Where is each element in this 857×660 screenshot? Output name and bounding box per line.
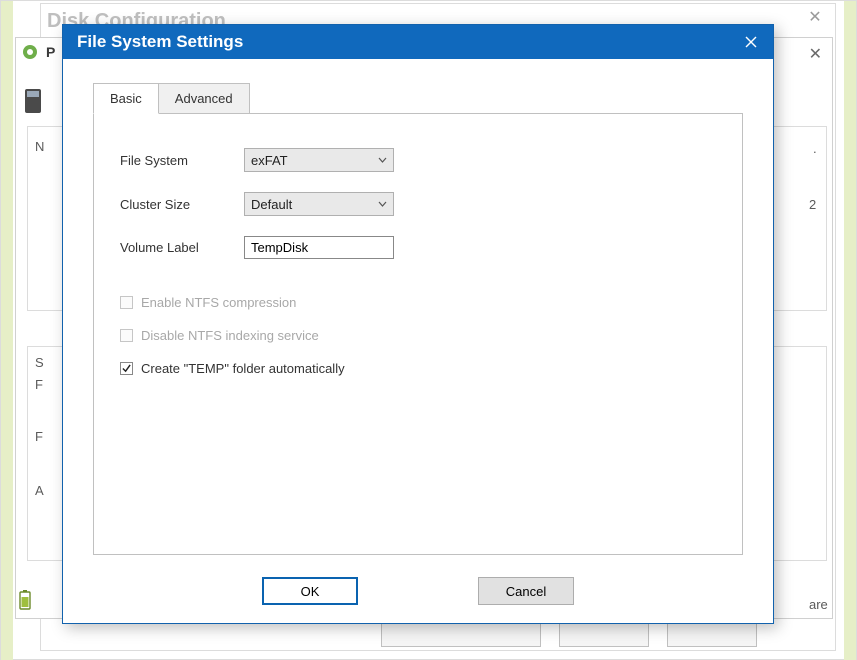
tab-label: Advanced: [175, 91, 233, 106]
bg-letter: F: [35, 377, 43, 392]
bg-letter: S: [35, 355, 44, 370]
dialog-close-button[interactable]: [741, 32, 761, 52]
disk-icon: [23, 87, 43, 115]
tab-panel-basic: File System exFAT Cluster Size Default V…: [93, 113, 743, 555]
dialog-titlebar: File System Settings: [63, 25, 773, 59]
chevron-down-icon: [378, 157, 387, 163]
cluster-size-row: Cluster Size Default: [120, 192, 716, 216]
bg-text: .: [813, 141, 817, 156]
file-system-value: exFAT: [251, 153, 288, 168]
checkbox-label: Enable NTFS compression: [141, 295, 296, 310]
dialog-title: File System Settings: [77, 32, 243, 52]
checkbox-icon: [120, 362, 133, 375]
checkbox-icon: [120, 296, 133, 309]
cluster-size-value: Default: [251, 197, 292, 212]
file-system-select[interactable]: exFAT: [244, 148, 394, 172]
volume-label-input[interactable]: [244, 236, 394, 259]
bg-inner-title: P: [46, 44, 55, 60]
create-temp-checkbox[interactable]: Create "TEMP" folder automatically: [120, 361, 716, 376]
checkbox-label: Disable NTFS indexing service: [141, 328, 319, 343]
close-icon: [745, 36, 757, 48]
close-icon: ✕: [809, 44, 822, 64]
battery-icon: [18, 589, 32, 611]
checkbox-icon: [120, 329, 133, 342]
bg-letter: A: [35, 483, 44, 498]
cancel-button[interactable]: Cancel: [478, 577, 574, 605]
bg-letter: F: [35, 429, 43, 444]
close-icon: ✕: [805, 8, 825, 28]
bg-bottom-buttons: [381, 621, 757, 647]
bg-button: [381, 621, 541, 647]
file-system-settings-dialog: File System Settings Basic Advanced File…: [62, 24, 774, 624]
dialog-body: Basic Advanced File System exFAT Cluster…: [63, 59, 773, 623]
tab-strip: Basic Advanced: [93, 83, 743, 113]
bg-button: [667, 621, 757, 647]
button-label: Cancel: [506, 584, 546, 599]
tab-advanced[interactable]: Advanced: [158, 83, 250, 113]
bg-accent-left: [1, 1, 13, 660]
ntfs-indexing-checkbox: Disable NTFS indexing service: [120, 328, 716, 343]
cluster-size-select[interactable]: Default: [244, 192, 394, 216]
app-icon: [22, 44, 38, 60]
ok-button[interactable]: OK: [262, 577, 358, 605]
file-system-label: File System: [120, 153, 244, 168]
volume-label-label: Volume Label: [120, 240, 244, 255]
button-label: OK: [301, 584, 320, 599]
bg-letter: N: [35, 139, 44, 154]
tab-basic[interactable]: Basic: [93, 83, 159, 114]
cluster-size-label: Cluster Size: [120, 197, 244, 212]
dialog-button-row: OK Cancel: [93, 577, 743, 605]
bg-text: 2: [809, 197, 816, 212]
checkbox-label: Create "TEMP" folder automatically: [141, 361, 345, 376]
tab-label: Basic: [110, 91, 142, 106]
bg-text: are: [809, 597, 828, 612]
volume-label-row: Volume Label: [120, 236, 716, 259]
file-system-row: File System exFAT: [120, 148, 716, 172]
bg-accent-right: [844, 1, 856, 660]
ntfs-compression-checkbox: Enable NTFS compression: [120, 295, 716, 310]
chevron-down-icon: [378, 201, 387, 207]
bg-button: [559, 621, 649, 647]
